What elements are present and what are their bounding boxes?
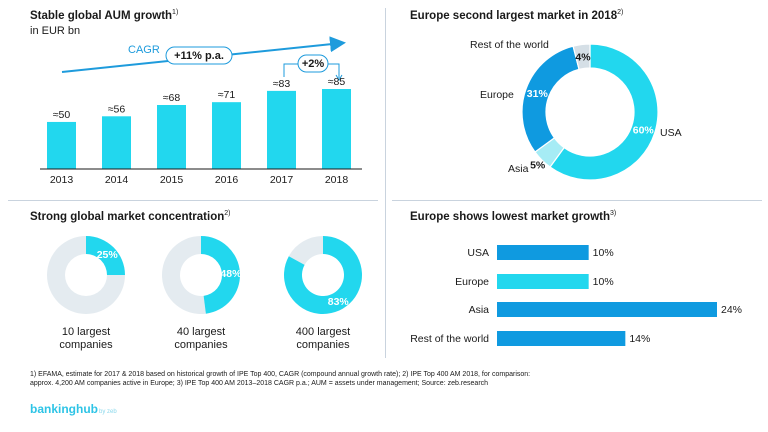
market-name-label-asia: Asia xyxy=(508,163,529,175)
aum-value-label-2013: ≈50 xyxy=(53,109,71,121)
market-growth-title-sup: 3) xyxy=(610,210,617,218)
concentration-rest-slice-3 xyxy=(288,236,323,265)
footnote: 1) EFAMA, estimate for 2017 & 2018 based… xyxy=(30,370,730,388)
aum-value-label-2014: ≈56 xyxy=(108,103,126,115)
growth-badge-box xyxy=(297,54,329,73)
bankinghub-logo: bankinghubby zeb xyxy=(30,402,117,416)
footnote-line-1: 1) EFAMA, estimate for 2017 & 2018 based… xyxy=(30,371,531,378)
aum-value-label-2015: ≈68 xyxy=(163,92,181,104)
aum-bar-2017 xyxy=(267,90,296,169)
aum-year-label-2015: 2015 xyxy=(160,174,184,186)
aum-value-label-2018: ≈85 xyxy=(328,76,346,88)
growth-value-label-europe: 10% xyxy=(593,276,614,288)
growth-category-label-asia: Asia xyxy=(469,304,490,316)
concentration-title-text: Strong global market concentration xyxy=(30,211,225,223)
market-growth-title: Europe shows lowest market growth3) xyxy=(410,210,617,223)
market-name-label-rest-of-the-world: Rest of the world xyxy=(470,39,549,51)
market-share-donut-chart: 60% USA 5%Asia 31% Europe 4% Rest of the world xyxy=(470,39,682,181)
growth-value-label-asia: 24% xyxy=(721,304,742,316)
aum-growth-title-text: Stable global AUM growth xyxy=(30,10,173,22)
footnote-line-2: approx. 4,200 AM companies active in Eur… xyxy=(30,380,489,387)
market-slice-rest-of-the-world xyxy=(572,43,591,71)
concentration-name-line2-2: companies xyxy=(174,339,228,351)
concentration-rest-slice-2 xyxy=(162,236,206,314)
aum-year-label-2013: 2013 xyxy=(50,174,74,186)
concentration-rest-slice-1 xyxy=(47,236,125,314)
aum-bar-2014 xyxy=(102,116,131,169)
market-growth-bar-chart: USA 10% Europe 10% Asia 24% Rest of the world 1… xyxy=(410,245,742,346)
aum-value-label-2016: ≈71 xyxy=(218,89,236,101)
concentration-name-line1-3: 400 largest xyxy=(296,326,350,338)
growth-category-label-europe: Europe xyxy=(455,276,489,288)
horizontal-divider-right xyxy=(392,200,762,201)
aum-bar-2018 xyxy=(322,89,351,169)
aum-year-label-2017: 2017 xyxy=(270,174,294,186)
concentration-title: Strong global market concentration2) xyxy=(30,210,231,223)
cagr-badge: +11% p.a. xyxy=(174,50,224,62)
vertical-divider xyxy=(385,8,386,358)
logo-name: bankinghub xyxy=(30,402,98,416)
market-share-title-text: Europe second largest market in 2018 xyxy=(410,10,618,22)
growth-bracket-tip xyxy=(335,74,343,81)
logo-by: by zeb xyxy=(99,409,117,415)
cagr-badge-box xyxy=(165,46,233,65)
aum-bar-2016 xyxy=(212,102,241,169)
growth-badge: +2% xyxy=(302,58,325,70)
concentration-name-line1-1: 10 largest xyxy=(62,326,110,338)
market-pct-label-rest-of-the-world: 4% xyxy=(575,51,591,63)
market-pct-label-europe: 31% xyxy=(527,88,549,100)
aum-unit-label: in EUR bn xyxy=(30,25,81,37)
market-name-label-europe: Europe xyxy=(480,89,514,101)
cagr-label: CAGR xyxy=(128,44,160,56)
concentration-title-sup: 2) xyxy=(224,210,231,218)
growth-value-label-usa: 10% xyxy=(593,247,614,259)
concentration-pct-label-1: 25% xyxy=(97,249,119,261)
aum-year-label-2018: 2018 xyxy=(325,174,349,186)
market-slice-usa xyxy=(549,43,659,181)
growth-category-label-usa: USA xyxy=(467,247,489,259)
market-pct-label-usa: 60% xyxy=(633,124,655,136)
concentration-name-line1-2: 40 largest xyxy=(177,326,225,338)
concentration-share-slice-2 xyxy=(201,236,241,314)
growth-bar-europe xyxy=(497,274,589,289)
concentration-name-line2-3: companies xyxy=(296,339,350,351)
aum-year-label-2016: 2016 xyxy=(215,174,239,186)
aum-value-label-2017: ≈83 xyxy=(273,78,291,90)
market-pct-label-asia: 5% xyxy=(530,159,546,171)
aum-bar-chart: CAGR +11% p.a. +2% ≈50 2013 ≈56 2014 ≈68 2015… xyxy=(40,36,362,186)
concentration-pct-label-2: 48% xyxy=(220,268,242,280)
market-share-title-sup: 2) xyxy=(617,9,624,17)
concentration-share-slice-3 xyxy=(284,236,363,314)
growth-category-label-rest-of-the-world: Rest of the world xyxy=(410,333,489,345)
market-share-title: Europe second largest market in 20182) xyxy=(410,9,624,22)
aum-growth-title-sup: 1) xyxy=(172,9,179,17)
aum-year-label-2014: 2014 xyxy=(105,174,129,186)
growth-bar-usa xyxy=(497,245,589,260)
market-growth-title-text: Europe shows lowest market growth xyxy=(410,211,611,223)
concentration-share-slice-1 xyxy=(86,236,125,275)
growth-bar-rest-of-the-world xyxy=(497,331,626,346)
market-name-label-usa: USA xyxy=(660,127,682,139)
growth-value-label-rest-of-the-world: 14% xyxy=(629,333,650,345)
aum-bar-2013 xyxy=(47,121,76,169)
concentration-name-line2-1: companies xyxy=(59,339,113,351)
aum-growth-title: Stable global AUM growth1) xyxy=(30,9,179,22)
horizontal-divider-left xyxy=(8,200,378,201)
concentration-pct-label-3: 83% xyxy=(328,296,350,308)
growth-bar-asia xyxy=(497,302,717,317)
aum-bar-2015 xyxy=(157,105,186,169)
